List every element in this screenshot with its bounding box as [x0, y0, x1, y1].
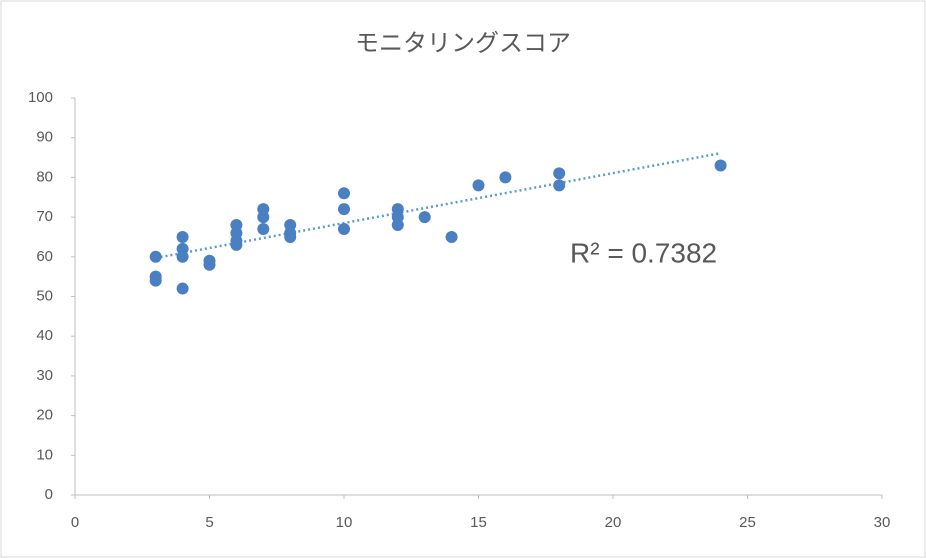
y-tick-label: 60: [36, 248, 53, 265]
point: [445, 230, 458, 243]
x-tick-label: 25: [739, 514, 756, 531]
point: [391, 219, 404, 232]
point: [176, 282, 189, 295]
point: [176, 230, 189, 243]
point: [553, 179, 566, 192]
point: [418, 211, 431, 224]
y-tick-label: 30: [36, 367, 53, 384]
chart-title: モニタリングスコア: [355, 29, 571, 57]
point: [257, 211, 270, 224]
x-tick-label: 5: [205, 514, 213, 531]
point: [284, 230, 297, 243]
y-tick-label: 80: [36, 168, 53, 185]
point: [714, 159, 727, 172]
y-tick-label: 100: [28, 89, 53, 106]
y-tick-label: 40: [36, 327, 53, 344]
x-tick-label: 20: [605, 514, 622, 531]
point: [230, 238, 243, 251]
trendline: [155, 151, 721, 260]
y-tick-label: 70: [36, 208, 53, 225]
point: [338, 203, 350, 216]
y-tick-label: 0: [45, 486, 53, 503]
point: [499, 171, 512, 184]
x-tick-label: 0: [71, 514, 79, 531]
r-squared-label: R² = 0.7382: [570, 237, 717, 268]
y-tick-label: 90: [36, 129, 53, 146]
point: [149, 250, 162, 263]
y-tick-label: 50: [36, 287, 53, 304]
point: [257, 223, 270, 236]
point: [203, 258, 216, 271]
point: [553, 167, 566, 180]
x-tick-label: 15: [470, 514, 487, 531]
point: [338, 223, 350, 236]
point: [149, 274, 162, 287]
x-tick-label: 10: [336, 514, 353, 531]
x-tick-label: 30: [874, 514, 891, 531]
y-tick-label: 10: [36, 446, 53, 463]
point: [176, 250, 189, 263]
y-tick-label: 20: [36, 407, 53, 424]
point: [338, 187, 350, 200]
point: [472, 179, 485, 192]
